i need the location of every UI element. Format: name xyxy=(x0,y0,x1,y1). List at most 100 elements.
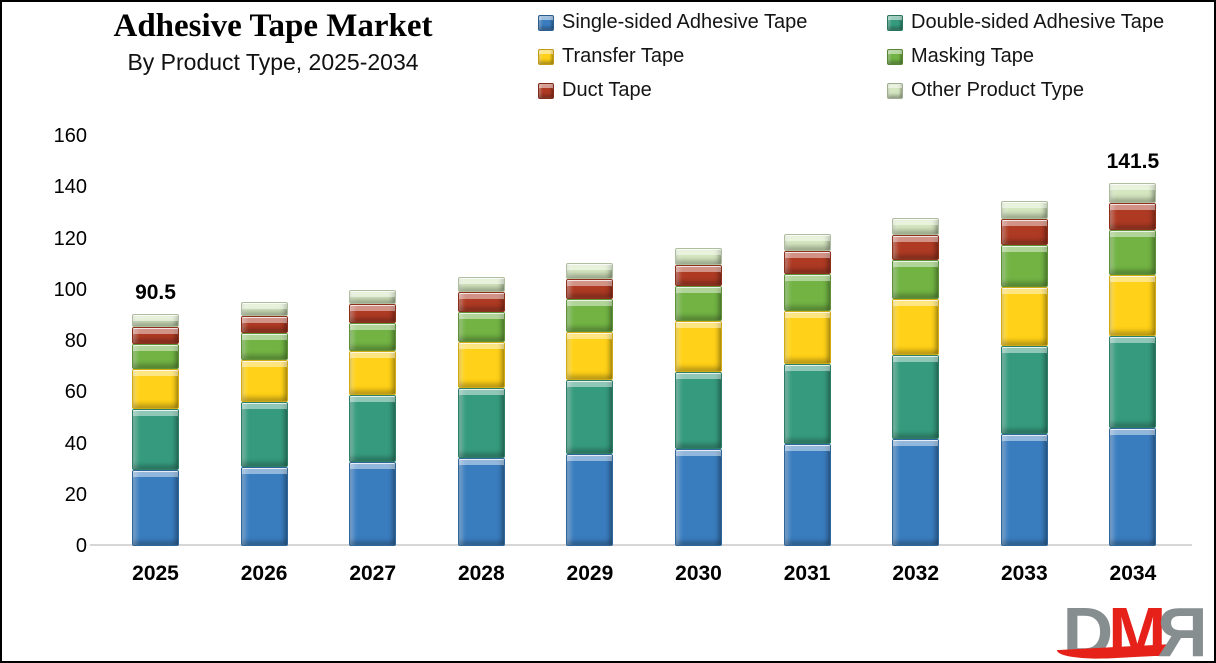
x-axis-label: 2034 xyxy=(1109,562,1157,585)
bar-segment xyxy=(566,380,614,454)
bar-segment xyxy=(457,292,505,312)
bar-segment xyxy=(132,344,179,370)
bar-segment xyxy=(132,470,179,546)
bar-segment xyxy=(675,372,722,450)
legend-swatch-icon xyxy=(538,82,554,99)
bar-segment xyxy=(1000,287,1048,347)
x-axis-label: 2026 xyxy=(240,562,288,585)
bar-segment xyxy=(240,333,288,361)
x-axis-label: 2025 xyxy=(132,562,179,585)
bar-segment xyxy=(783,444,831,546)
y-axis-tick-label: 120 xyxy=(53,227,87,250)
legend-swatch-icon xyxy=(887,14,903,31)
bar-segment xyxy=(132,314,179,328)
legend: Single-sided Adhesive Tape Double-sided A… xyxy=(538,10,1164,103)
legend-item: Transfer Tape xyxy=(538,44,887,69)
bar-segment xyxy=(566,331,614,381)
bar-segment xyxy=(349,462,397,546)
bar-segment xyxy=(1109,428,1157,546)
legend-item: Single-sided Adhesive Tape xyxy=(538,10,887,35)
legend-swatch-icon xyxy=(887,82,903,99)
bar-segment xyxy=(566,278,614,300)
legend-label: Double-sided Adhesive Tape xyxy=(911,11,1165,33)
bar-segment xyxy=(783,364,831,445)
y-axis-tick-label: 100 xyxy=(53,278,87,301)
legend-label: Single-sided Adhesive Tape xyxy=(562,11,808,33)
bar-segment xyxy=(240,301,288,316)
bar-segment xyxy=(132,408,179,471)
legend-item: Double-sided Adhesive Tape xyxy=(887,10,1164,35)
x-axis-label: 2028 xyxy=(457,562,505,585)
legend-swatch-icon xyxy=(887,48,903,65)
bar-segment xyxy=(566,453,614,546)
bar-segment xyxy=(675,321,722,373)
bar-segment xyxy=(675,248,722,265)
bar-segment xyxy=(566,299,614,332)
bar-total-label: 90.5 xyxy=(135,281,176,305)
bar-segment xyxy=(349,322,397,352)
bar-segment xyxy=(783,273,831,311)
x-axis-label: 2031 xyxy=(783,562,831,585)
bar-segment xyxy=(240,402,288,467)
bar-segment xyxy=(1109,336,1157,429)
bar-segment xyxy=(132,369,179,409)
bar-segment xyxy=(240,466,288,546)
y-axis-tick-label: 20 xyxy=(64,483,87,506)
bar-segment xyxy=(240,360,288,403)
bar-segment xyxy=(783,310,831,365)
dmr-logo: DMR xyxy=(1056,593,1208,661)
legend-label: Masking Tape xyxy=(911,45,1035,67)
bar-segment xyxy=(675,449,722,546)
bar-segment xyxy=(892,299,940,356)
chart-header: Adhesive Tape Market By Product Type, 20… xyxy=(68,8,478,76)
bar-segment xyxy=(457,342,505,389)
bar-segment xyxy=(892,235,940,260)
y-axis-tick-label: 40 xyxy=(64,432,87,455)
bar-segment xyxy=(783,233,831,251)
bar-total-label: 141.5 xyxy=(1106,150,1160,174)
y-axis-tick-label: 160 xyxy=(53,125,87,147)
bar-segment xyxy=(892,355,940,440)
legend-item: Duct Tape xyxy=(538,78,887,103)
chart-subtitle: By Product Type, 2025-2034 xyxy=(127,48,419,75)
y-axis-tick-label: 140 xyxy=(53,176,87,199)
bar-segment xyxy=(349,351,397,396)
bar-segment xyxy=(240,315,288,334)
bar-segment xyxy=(566,263,614,279)
legend-label: Transfer Tape xyxy=(562,45,685,67)
x-axis-label: 2030 xyxy=(675,562,722,585)
x-axis-label: 2033 xyxy=(1000,562,1048,585)
bar-segment xyxy=(1109,183,1157,203)
bar-segment xyxy=(457,276,505,293)
y-axis-tick-label: 60 xyxy=(64,381,87,404)
legend-item: Masking Tape xyxy=(887,44,1164,69)
bar-segment xyxy=(349,304,397,323)
bar-segment xyxy=(892,439,940,546)
bar-segment xyxy=(132,327,179,345)
bar-segment xyxy=(1109,274,1157,337)
legend-swatch-icon xyxy=(538,48,554,65)
x-axis-line xyxy=(90,544,1192,546)
bar-segment xyxy=(1000,200,1048,220)
bar-segment xyxy=(783,250,831,274)
bar-segment xyxy=(1109,229,1157,275)
bar-segment xyxy=(1000,433,1048,546)
bar-segment xyxy=(892,217,940,236)
bar-segment xyxy=(457,388,505,459)
bar-segment xyxy=(1000,346,1048,434)
bar-segment xyxy=(457,311,505,343)
x-axis-label: 2029 xyxy=(566,562,614,585)
legend-label: Other Product Type xyxy=(911,79,1085,101)
x-axis-label: 2027 xyxy=(349,562,397,585)
x-axis-label: 2032 xyxy=(892,562,940,585)
legend-swatch-icon xyxy=(538,14,554,31)
legend-label: Duct Tape xyxy=(562,79,652,101)
bar-segment xyxy=(675,286,722,322)
bar-segment xyxy=(349,289,397,305)
bar-segment xyxy=(349,395,397,463)
chart-title: Adhesive Tape Market xyxy=(113,8,433,44)
y-axis-tick-label: 0 xyxy=(75,535,87,557)
bar-segment xyxy=(1109,202,1157,230)
